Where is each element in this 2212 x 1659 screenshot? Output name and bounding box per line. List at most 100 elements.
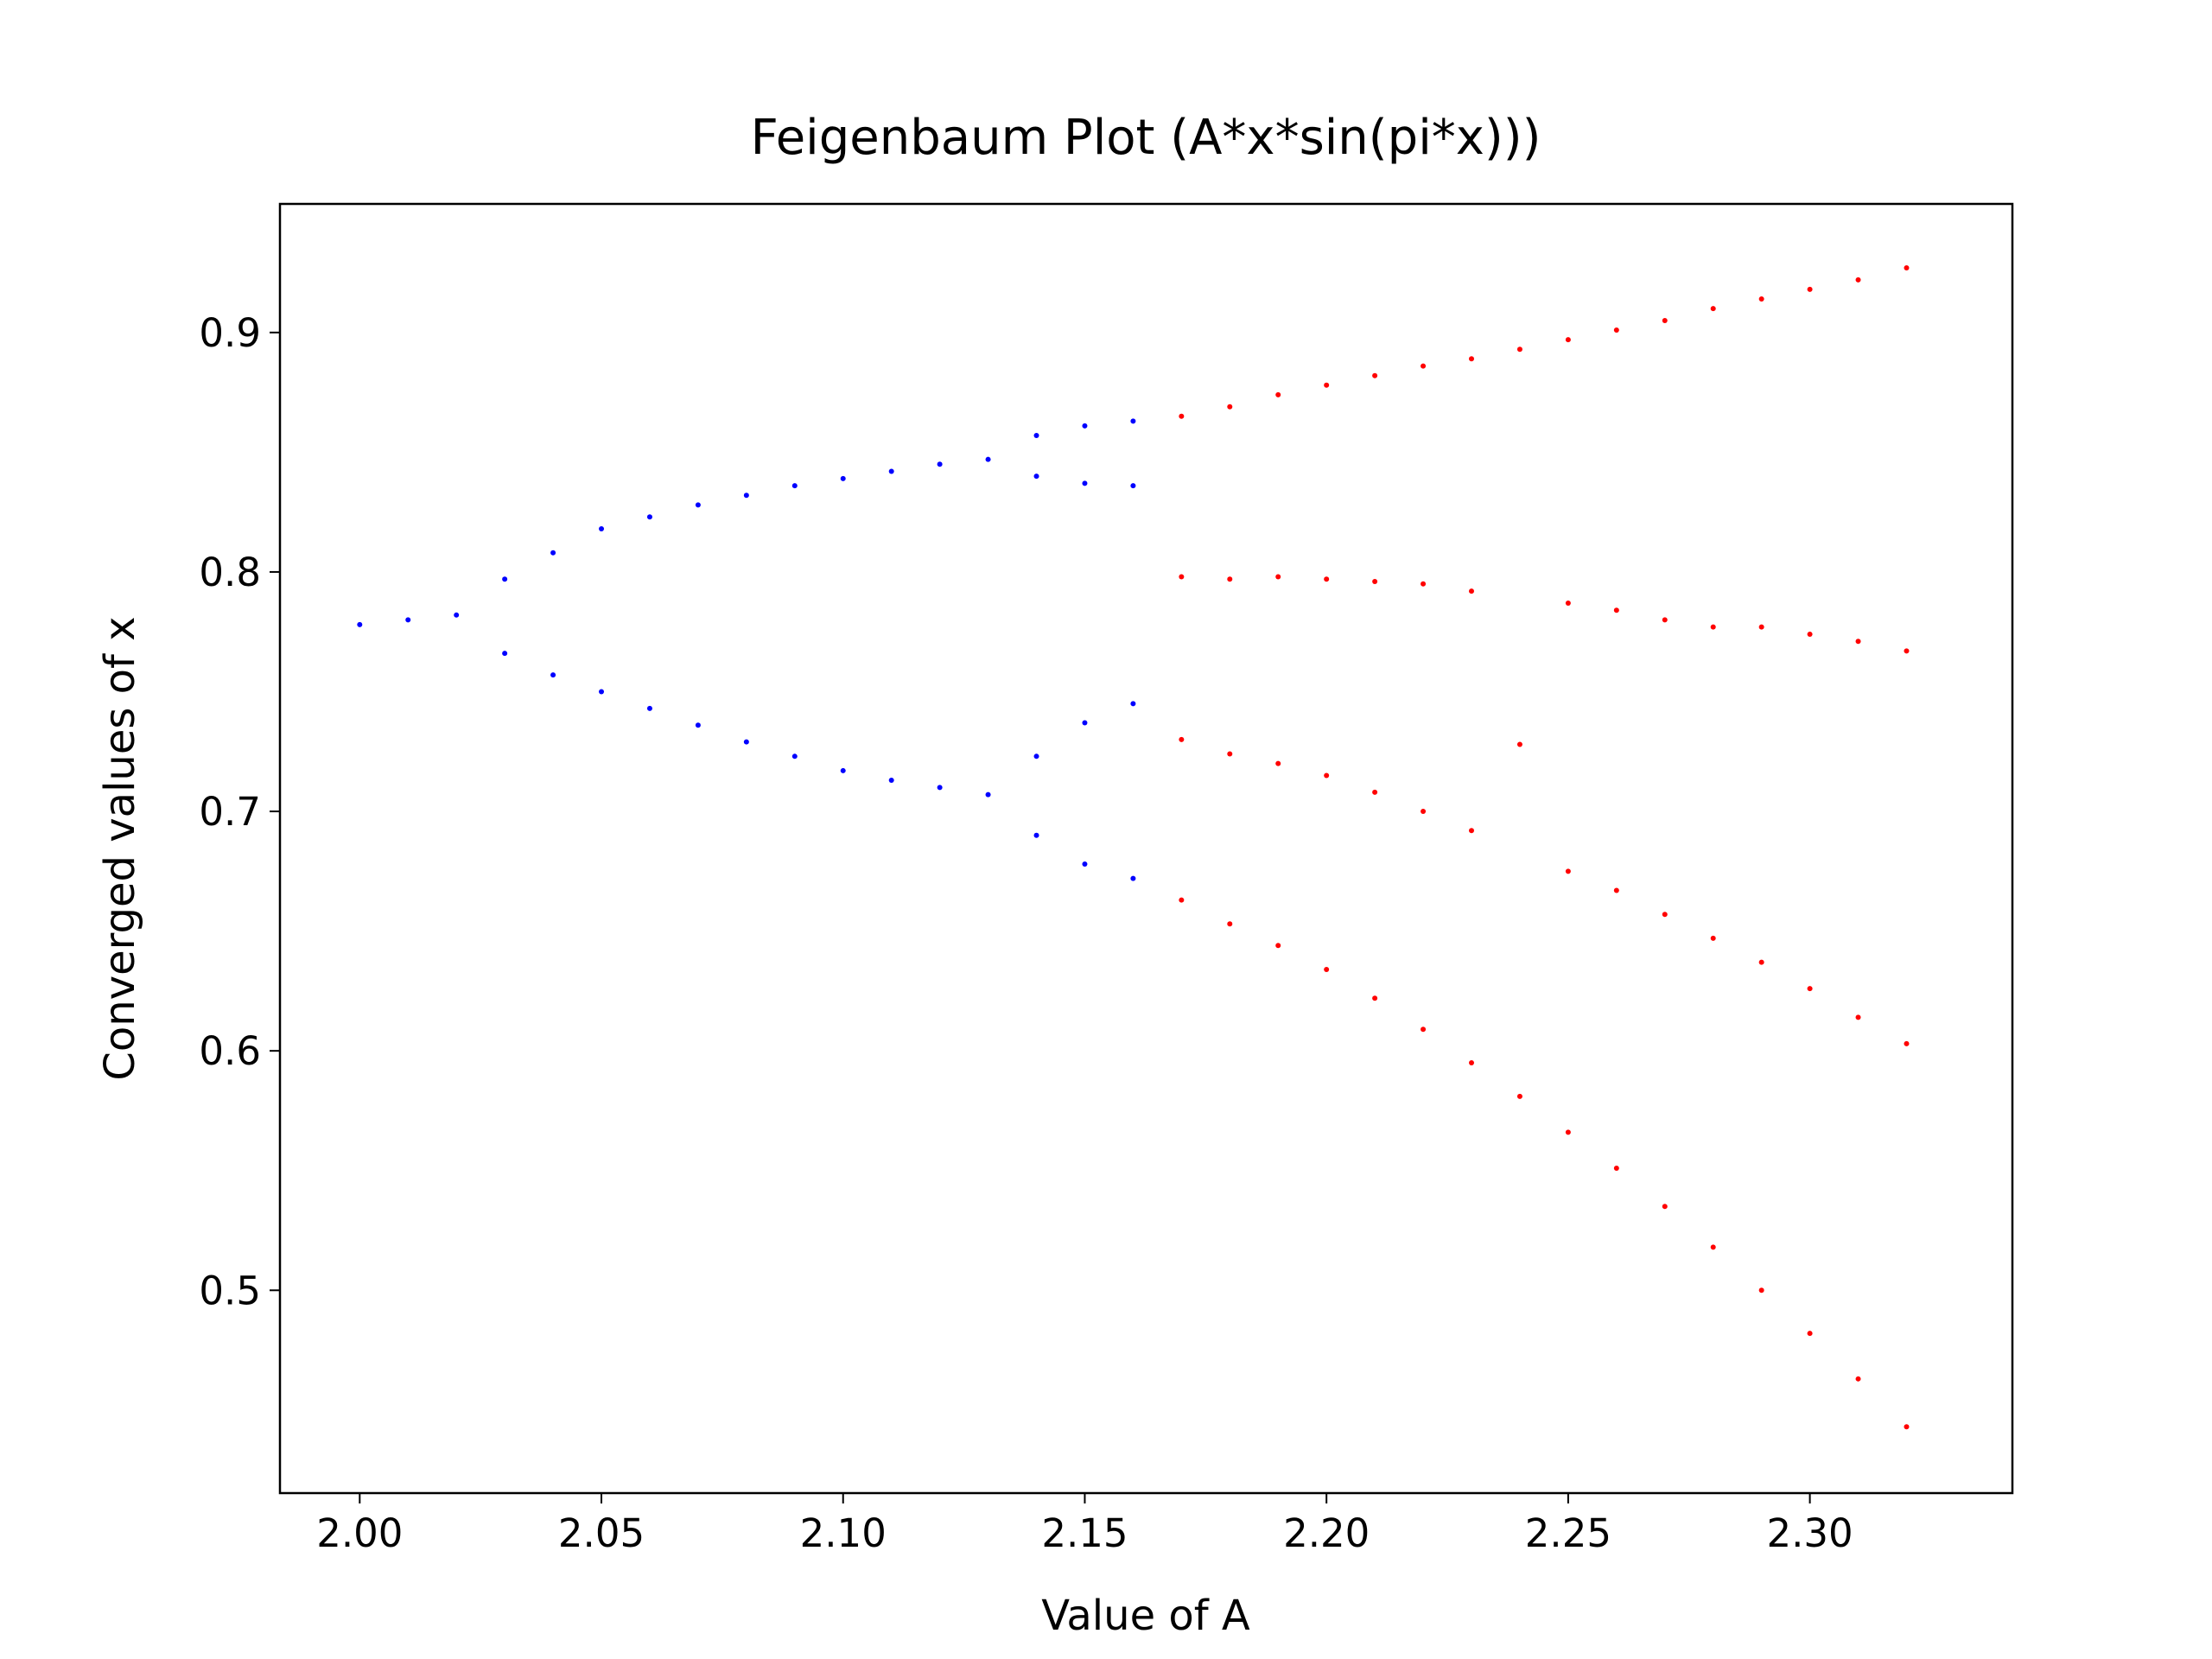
point <box>599 689 605 695</box>
point <box>1565 868 1571 874</box>
point <box>1468 828 1474 834</box>
point <box>1033 832 1039 838</box>
point <box>1613 1165 1619 1171</box>
point <box>1468 356 1474 362</box>
point <box>1613 327 1619 334</box>
x-tick-label: 2.05 <box>558 1510 645 1556</box>
point <box>1710 306 1716 312</box>
point <box>1421 581 1427 587</box>
point <box>1130 483 1136 489</box>
point <box>1033 432 1039 438</box>
y-tick-label: 0.8 <box>199 550 261 595</box>
point <box>1324 576 1330 582</box>
point <box>1179 736 1185 742</box>
point <box>1033 753 1039 760</box>
point <box>1565 337 1571 343</box>
point <box>502 651 508 657</box>
point <box>1807 286 1813 292</box>
point <box>1275 574 1281 580</box>
point <box>1324 772 1330 779</box>
point <box>1710 1244 1716 1250</box>
point <box>357 621 363 627</box>
point <box>937 461 943 467</box>
point <box>1130 875 1136 881</box>
point <box>1179 574 1185 580</box>
point <box>1758 624 1764 630</box>
point <box>1421 363 1427 369</box>
point <box>1130 701 1136 707</box>
point <box>743 493 749 499</box>
point <box>1516 1093 1522 1099</box>
point <box>695 722 701 728</box>
y-tick-label: 0.9 <box>199 310 261 356</box>
point <box>1855 1376 1861 1382</box>
chart-title: Feigenbaum Plot (A*x*sin(pi*x))) <box>751 110 1541 166</box>
point <box>1904 1424 1910 1430</box>
point <box>888 778 894 784</box>
point <box>1904 264 1910 270</box>
point <box>646 705 652 711</box>
point <box>1324 382 1330 388</box>
point <box>1082 480 1088 486</box>
point <box>1275 943 1281 949</box>
point <box>646 514 652 520</box>
x-tick-label: 2.00 <box>316 1510 403 1556</box>
point <box>1372 995 1378 1001</box>
point <box>1807 986 1813 992</box>
point <box>743 739 749 745</box>
point <box>550 672 556 678</box>
x-tick-label: 2.10 <box>800 1510 887 1556</box>
point <box>1130 418 1136 424</box>
x-tick-label: 2.15 <box>1041 1510 1128 1556</box>
point <box>1855 1014 1861 1020</box>
point <box>599 526 605 532</box>
point <box>985 791 991 798</box>
point <box>405 617 411 623</box>
point <box>1227 921 1233 927</box>
point <box>1275 391 1281 397</box>
point <box>1710 935 1716 941</box>
point <box>1372 372 1378 378</box>
point <box>1227 404 1233 410</box>
y-tick-label: 0.7 <box>199 789 261 835</box>
point <box>1421 1027 1427 1033</box>
point <box>1855 276 1861 283</box>
y-tick-label: 0.5 <box>199 1268 261 1313</box>
point <box>1758 296 1764 302</box>
point <box>1904 648 1910 654</box>
point <box>695 502 701 508</box>
point <box>1904 1040 1910 1046</box>
point <box>1662 912 1668 918</box>
point <box>1468 588 1474 594</box>
point <box>1468 1060 1474 1066</box>
point <box>1227 576 1233 582</box>
y-axis-label: Converged values of x <box>96 616 144 1080</box>
point <box>454 612 460 618</box>
point <box>1758 959 1764 965</box>
point <box>1662 1204 1668 1210</box>
point <box>1372 789 1378 795</box>
point <box>1758 1287 1764 1294</box>
point <box>1421 809 1427 815</box>
point <box>1082 423 1088 429</box>
point <box>1613 607 1619 613</box>
point <box>1807 631 1813 637</box>
point <box>1855 639 1861 645</box>
point <box>1662 317 1668 323</box>
point <box>1227 751 1233 757</box>
point <box>1033 474 1039 480</box>
point <box>1565 600 1571 606</box>
plot-frame <box>278 202 2014 1495</box>
x-axis-label: Value of A <box>1041 1592 1250 1640</box>
x-tick-label: 2.20 <box>1283 1510 1370 1556</box>
point <box>1807 1331 1813 1337</box>
point <box>1179 413 1185 419</box>
y-tick-label: 0.6 <box>199 1028 261 1074</box>
point <box>1565 1129 1571 1135</box>
x-tick-label: 2.30 <box>1766 1510 1853 1556</box>
point <box>550 550 556 556</box>
point <box>1179 897 1185 903</box>
point <box>1710 624 1716 630</box>
